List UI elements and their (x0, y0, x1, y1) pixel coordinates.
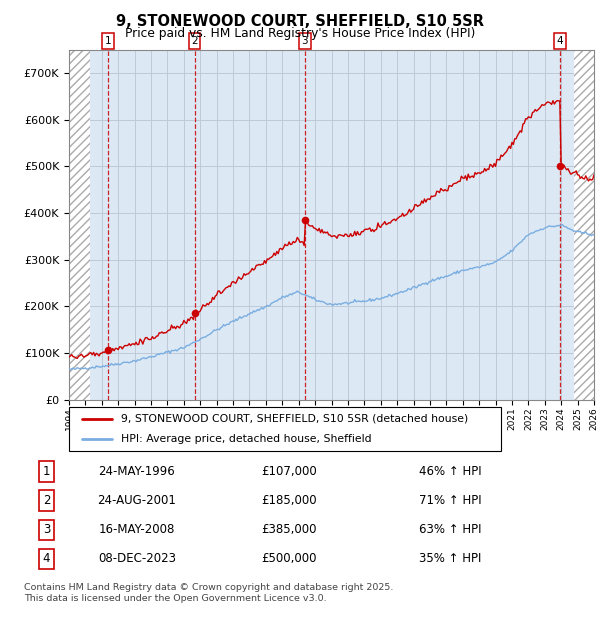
Text: 16-MAY-2008: 16-MAY-2008 (98, 523, 175, 536)
Text: 24-AUG-2001: 24-AUG-2001 (97, 494, 176, 507)
FancyBboxPatch shape (69, 407, 501, 451)
Text: 9, STONEWOOD COURT, SHEFFIELD, S10 5SR: 9, STONEWOOD COURT, SHEFFIELD, S10 5SR (116, 14, 484, 29)
Bar (574, 50, 599, 400)
Text: Price paid vs. HM Land Registry's House Price Index (HPI): Price paid vs. HM Land Registry's House … (125, 27, 475, 40)
Text: £500,000: £500,000 (262, 552, 317, 565)
Text: 3: 3 (43, 523, 50, 536)
Text: 3: 3 (301, 36, 308, 46)
Text: 9, STONEWOOD COURT, SHEFFIELD, S10 5SR (detached house): 9, STONEWOOD COURT, SHEFFIELD, S10 5SR (… (121, 414, 468, 424)
Text: 71% ↑ HPI: 71% ↑ HPI (419, 494, 481, 507)
Text: £107,000: £107,000 (261, 465, 317, 478)
Text: £385,000: £385,000 (262, 523, 317, 536)
Text: 08-DEC-2023: 08-DEC-2023 (98, 552, 176, 565)
Text: 63% ↑ HPI: 63% ↑ HPI (419, 523, 481, 536)
Text: This data is licensed under the Open Government Licence v3.0.: This data is licensed under the Open Gov… (24, 594, 326, 603)
Text: £185,000: £185,000 (261, 494, 317, 507)
Text: 4: 4 (43, 552, 50, 565)
Text: 1: 1 (43, 465, 50, 478)
Text: 24-MAY-1996: 24-MAY-1996 (98, 465, 175, 478)
Text: 1: 1 (105, 36, 112, 46)
Text: 2: 2 (43, 494, 50, 507)
Text: 2: 2 (191, 36, 198, 46)
Text: 4: 4 (557, 36, 563, 46)
Text: 46% ↑ HPI: 46% ↑ HPI (419, 465, 481, 478)
Text: Contains HM Land Registry data © Crown copyright and database right 2025.: Contains HM Land Registry data © Crown c… (24, 583, 394, 592)
Bar (69, 50, 91, 400)
Text: HPI: Average price, detached house, Sheffield: HPI: Average price, detached house, Shef… (121, 434, 371, 445)
Text: 35% ↑ HPI: 35% ↑ HPI (419, 552, 481, 565)
